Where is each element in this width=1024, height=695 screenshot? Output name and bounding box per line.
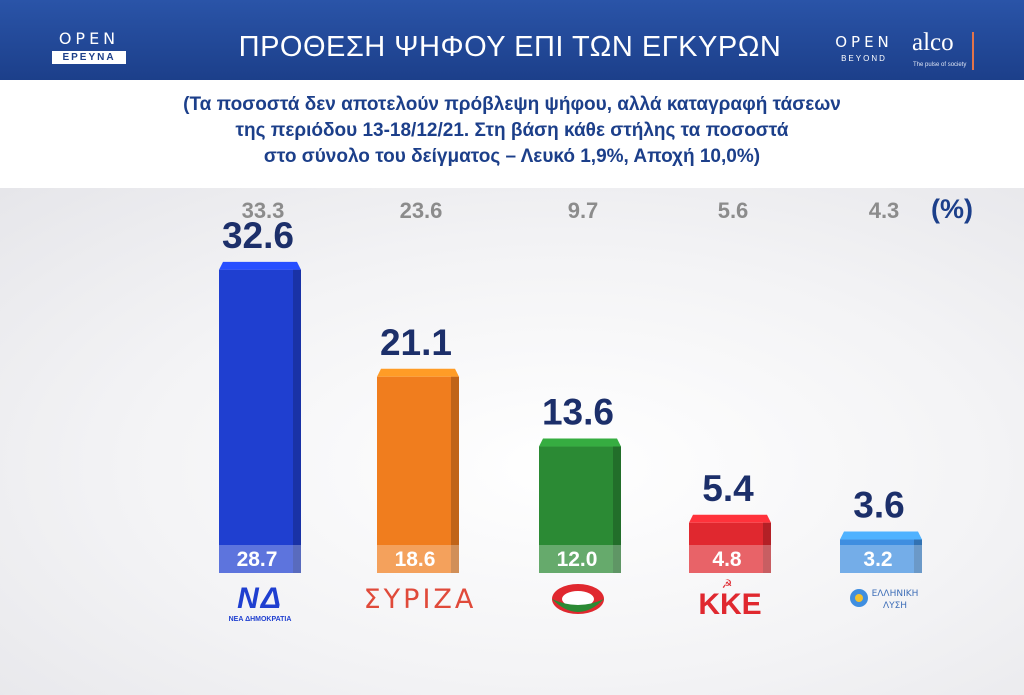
bar-side-shade [613,446,621,573]
bar-sample-label: 18.6 [395,548,436,571]
bar-value-label: 32.6 [222,215,294,256]
elliniki-lysi-logo-text: ΕΛΛΗΝΙΚΗ [872,589,919,599]
logo-divider [972,32,974,70]
previous-value-label: 4.3 [869,198,900,223]
previous-value-label: 9.7 [568,198,599,223]
bar-top-face [840,531,922,540]
note-line-1: (Τα ποσοστά δεν αποτελούν πρόβλεψη ψήφου… [183,94,841,115]
bar-value-label: 13.6 [542,392,614,433]
bar [539,446,621,573]
bar-base-panel [219,545,301,573]
bar-base-panel [539,545,621,573]
bar [377,376,459,573]
open-beyond-logo: OPEN BEYOND [826,33,902,64]
hammer-sickle-icon: ☭ [722,577,733,591]
bar-sample-label: 12.0 [557,548,598,571]
unit-label: (%) [931,194,973,224]
bar [689,522,771,573]
alco-logo: alco [912,29,954,56]
syriza-logo-icon: ΣΥΡΙΖΑ [364,584,477,615]
kinal-logo-inner [562,591,594,607]
chart-title: ΠΡΟΘΕΣΗ ΨΗΦΟΥ ΕΠΙ ΤΩΝ ΕΓΚΥΡΩΝ [238,31,782,63]
beyond-logo-text: BEYOND [841,54,887,63]
bar-value-label: 21.1 [380,322,452,363]
bar-base-panel [689,545,771,573]
bar-sample-label: 28.7 [237,548,278,571]
note-line-3: στο σύνολο του δείγματος – Λευκό 1,9%, Α… [263,146,761,167]
bar-top-face [377,368,459,377]
bar-side-shade [763,522,771,573]
bar-side-shade [451,376,459,573]
alco-tagline: The pulse of society [913,62,967,68]
kinal-logo-green [552,599,604,612]
previous-value-label: 33.3 [242,198,285,223]
bar-value-label: 5.4 [702,468,754,509]
bar-sample-label: 4.8 [712,548,742,571]
previous-value-label: 5.6 [718,198,749,223]
bar-top-face [219,261,301,270]
previous-value-label: 23.6 [400,198,443,223]
elliniki-lysi-logo-caption: ΛΥΣΗ [883,601,907,611]
elliniki-lysi-logo-sun [855,594,863,602]
bar-top-face [689,514,771,523]
header-banner: OPEN ΕΡΕΥΝΑ ΠΡΟΘΕΣΗ ΨΗΦΟΥ ΕΠΙ ΤΩΝ ΕΓΚΥΡΩ… [0,0,1024,80]
erevna-logo-text: ΕΡΕΥΝΑ [52,51,126,64]
nd-logo-caption: ΝΕΑ ΔΗΜΟΚΡΑΤΙΑ [229,616,292,623]
bar-side-shade [914,539,922,573]
open-logo-text: OPEN [58,29,120,48]
chart-area: (%) 33.3 32.6 28.7 23.6 21.1 18.6 9.7 13.6 12.0 5.… [0,188,1024,695]
note-line-2: της περιόδου 13-18/12/21. Στη βάση κάθε … [235,120,789,141]
bar-base-panel [840,545,922,573]
nd-logo-icon: ΝΔ [237,582,283,615]
bar-base-panel [377,545,459,573]
bar [840,539,922,573]
open-beyond-logo-text: OPEN [835,33,893,51]
bar-sample-label: 3.2 [863,548,892,571]
bar-value-label: 3.6 [853,485,904,526]
bar-chart: (%) 33.332.6 28.7 23.6 21.1 18.6 9.7 13.6 12.0 5.… [219,194,973,623]
methodology-note: (Τα ποσοστά δεν αποτελούν πρόβλεψη ψήφου… [0,80,1024,188]
kke-logo-icon: ΚΚΕ [698,588,761,621]
bar [219,269,301,573]
open-erevna-logo: OPEN ΕΡΕΥΝΑ [52,30,126,64]
bar-side-shade [293,269,301,573]
bar-top-face [539,438,621,447]
